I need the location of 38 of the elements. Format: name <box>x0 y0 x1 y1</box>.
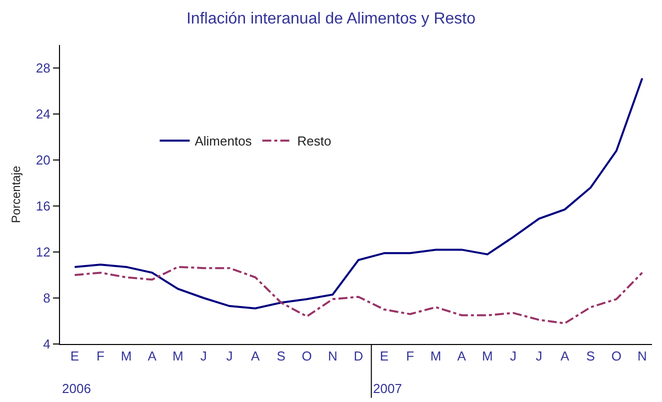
y-tick-label: 16 <box>36 198 50 214</box>
line-series <box>74 77 644 310</box>
y-tick-label: 8 <box>43 290 50 306</box>
x-tick-label: F <box>406 348 414 364</box>
x-tick-label: O <box>302 348 312 364</box>
y-axis-title: Porcentaje <box>9 165 24 224</box>
x-tick-label: J <box>536 348 542 364</box>
x-tick-label: J <box>510 348 516 364</box>
x-tick-label: E <box>70 348 80 364</box>
chart-title: Inflación interanual de Alimentos y Resto <box>186 10 476 28</box>
x-tick-label: M <box>430 348 442 364</box>
x-tick-label: A <box>148 348 157 364</box>
y-tick-label: 4 <box>43 336 50 352</box>
x-tick-label: A <box>560 348 570 364</box>
x-tick-label: S <box>586 348 596 364</box>
x-tick-label: M <box>482 348 493 364</box>
y-tick-label: 24 <box>36 106 50 122</box>
x-tick-label: F <box>96 348 105 364</box>
x-tick-label: N <box>638 348 647 364</box>
line-series <box>74 266 644 324</box>
text: 2006 <box>62 381 91 396</box>
x-tick-label: N <box>328 348 338 364</box>
y-tick-label: 12 <box>36 244 50 260</box>
x-tick-label: A <box>250 348 260 364</box>
x-tick-label: M <box>120 348 132 364</box>
text: 2007 <box>373 381 402 396</box>
x-tick-label: M <box>172 348 184 364</box>
y-tick-label: 28 <box>36 60 50 76</box>
x-tick-label: O <box>611 348 622 364</box>
x-tick-label: A <box>457 348 466 364</box>
legend-label: Alimentos <box>194 134 252 149</box>
x-tick-label: S <box>276 348 286 364</box>
y-tick-label: 20 <box>36 152 50 168</box>
legend-label: Resto <box>297 134 332 149</box>
x-tick-label: E <box>380 348 389 364</box>
x-tick-label: J <box>200 348 207 364</box>
x-tick-label: D <box>354 348 364 364</box>
x-tick-label: J <box>226 348 233 364</box>
